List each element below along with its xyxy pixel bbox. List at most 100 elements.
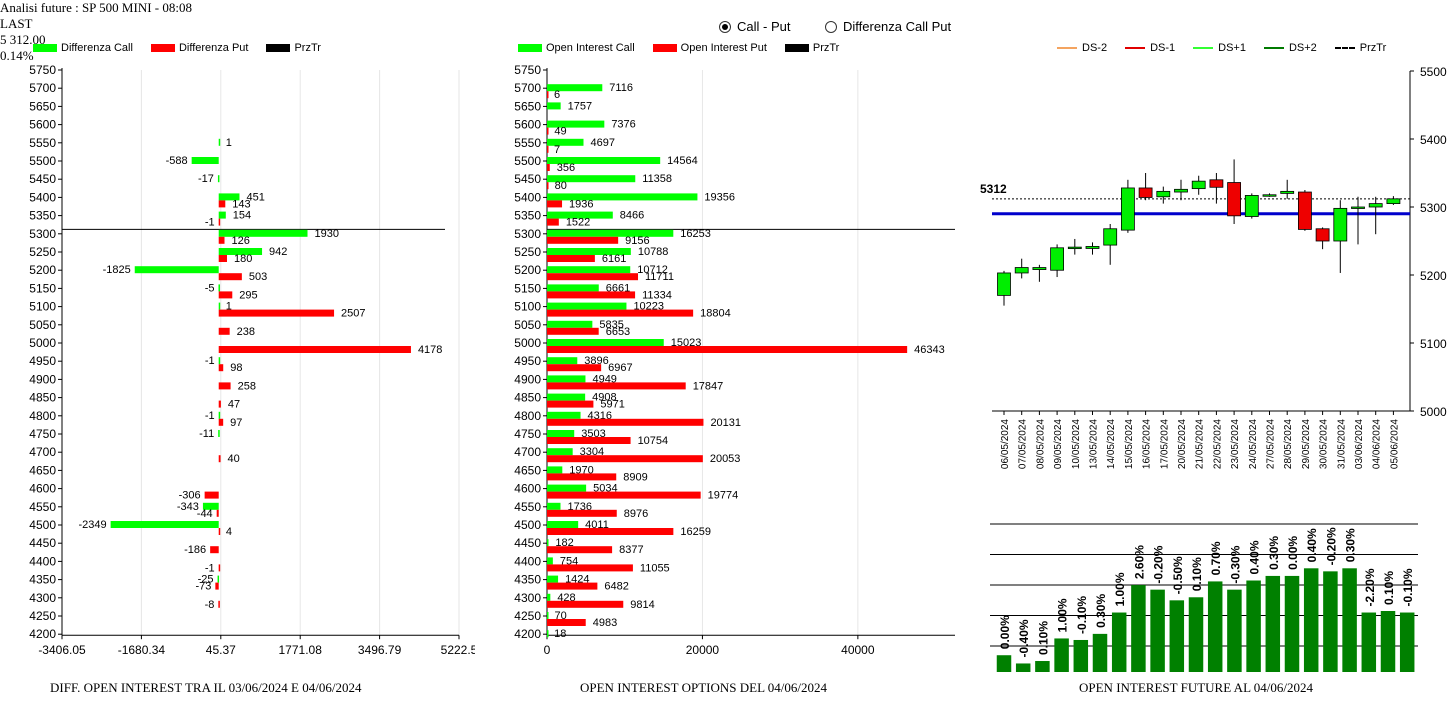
data-label: 1930	[315, 228, 339, 240]
x-tick-label: 13/05/2024	[1089, 419, 1100, 469]
bar-label: -0.30%	[1228, 545, 1242, 583]
y-tick-label: 5450	[29, 172, 56, 186]
call-bar	[191, 157, 219, 164]
x-tick-label: -3406.05	[38, 643, 86, 657]
candle-body	[1067, 246, 1082, 250]
data-label: 4908	[592, 392, 616, 404]
candle-body	[1280, 190, 1295, 194]
price-level-label: 5312	[980, 182, 1007, 196]
put-bar	[547, 273, 639, 281]
data-label: 2507	[341, 308, 365, 320]
data-label: 46343	[914, 344, 945, 356]
call-bar	[217, 175, 220, 183]
radio-differenza[interactable]: Differenza Call Put	[825, 19, 951, 34]
call-bar	[218, 138, 221, 146]
data-label: 1522	[566, 217, 590, 229]
call-bar	[218, 284, 220, 292]
data-label: -1	[205, 355, 215, 367]
put-bar	[547, 291, 636, 299]
candle-body	[1050, 247, 1064, 271]
data-label: 8909	[623, 471, 647, 483]
legend-label: Differenza Put	[178, 42, 249, 54]
y-tick-label: 5550	[29, 136, 56, 150]
candle-body	[1032, 267, 1047, 270]
data-label: 8466	[620, 210, 644, 222]
data-label: -1	[205, 410, 215, 422]
candle-body	[1386, 198, 1401, 204]
x-tick-label: 21/05/2024	[1195, 419, 1206, 469]
data-label: 16253	[680, 228, 711, 240]
future-oi-bar	[1015, 663, 1031, 672]
caption-future: OPEN INTEREST FUTURE AL 04/06/2024	[1079, 680, 1314, 695]
legend-label: PrzTr	[294, 42, 321, 54]
candle-body	[1333, 207, 1348, 242]
call-bar	[547, 539, 549, 547]
x-tick-label: 23/05/2024	[1230, 419, 1241, 469]
data-label: 6653	[606, 326, 630, 338]
data-label: -186	[184, 544, 206, 556]
x-tick-label: 27/05/2024	[1266, 419, 1277, 469]
y-tick-label: 5600	[29, 118, 56, 132]
call-bar	[547, 120, 605, 128]
x-tick-label: 09/05/2024	[1053, 419, 1064, 469]
data-label: 4	[226, 526, 232, 538]
future-oi-bar	[1227, 589, 1242, 672]
put-bar	[547, 182, 549, 190]
y-tick-label: 4650	[29, 463, 56, 477]
data-label: 1936	[569, 198, 593, 210]
y-tick-label: 4400	[29, 554, 56, 568]
y-tick-label: 5400	[514, 190, 541, 204]
data-label: 10754	[638, 435, 669, 447]
data-label: 17847	[693, 380, 724, 392]
call-bar	[547, 393, 586, 401]
put-bar	[218, 346, 411, 353]
radio-differenza-label: Differenza Call Put	[843, 19, 952, 34]
put-bar	[218, 255, 227, 262]
data-label: 20053	[710, 453, 741, 465]
radio-call-put[interactable]: Call - Put	[719, 19, 790, 34]
y-tick-label: 4750	[29, 427, 56, 441]
data-label: 451	[246, 191, 264, 203]
data-label: 126	[232, 235, 250, 247]
data-label: 11711	[645, 271, 674, 283]
candlestick-chart: 5500 5400 5300 5200 5100 5000 5312 06/05/2024 07…	[980, 65, 1447, 469]
data-label: 11334	[642, 289, 672, 301]
y-tick-label: 4300	[514, 591, 541, 605]
call-bar	[547, 357, 578, 365]
data-label: -17	[198, 173, 214, 185]
last-label: LAST	[0, 16, 33, 31]
call-bar	[218, 229, 308, 237]
call-bar	[110, 521, 219, 528]
put-bar	[218, 273, 242, 281]
open-interest-future-chart: 0.00% -0.40% 0.10% 1.00% -0.10% 0.30% 1.00% 2.6…	[990, 523, 1418, 672]
put-bar	[204, 491, 219, 499]
y-tick-label: 5550	[514, 136, 541, 150]
call-bar	[547, 157, 661, 164]
y-tick-label: 4400	[514, 554, 541, 568]
call-bar	[547, 557, 553, 565]
y-tick-label: 5200	[1420, 269, 1447, 283]
call-bar	[547, 502, 561, 510]
data-label: 6	[554, 89, 560, 101]
data-label: 1	[226, 137, 232, 149]
future-oi-bar	[1303, 568, 1319, 672]
x-tick-label: 1771.08	[279, 643, 323, 657]
x-tick-label: 0	[544, 643, 551, 657]
radio-dot-selected-icon	[719, 20, 731, 33]
legend-label: Open Interest Call	[546, 42, 635, 54]
x-tick-label: 22/05/2024	[1212, 419, 1223, 469]
y-tick-label: 5400	[29, 190, 56, 204]
data-label: 19356	[704, 191, 735, 203]
data-label: -11	[199, 428, 214, 440]
legend-label: PrzTr	[1359, 42, 1387, 54]
open-interest-options-chart: 5750 5700 5650 5600 5550 5500 5450 5400 5350 5300…	[514, 63, 955, 657]
legend-label: PrzTr	[812, 42, 840, 54]
call-bar	[547, 266, 631, 274]
future-oi-bar	[1361, 612, 1377, 672]
data-label: 295	[239, 289, 257, 301]
last-value: 5 312.00	[0, 32, 46, 47]
y-tick-label: 4550	[514, 500, 541, 514]
put-bar	[218, 528, 221, 535]
y-tick-label: 4600	[29, 482, 56, 496]
future-oi-bar	[1131, 585, 1146, 672]
